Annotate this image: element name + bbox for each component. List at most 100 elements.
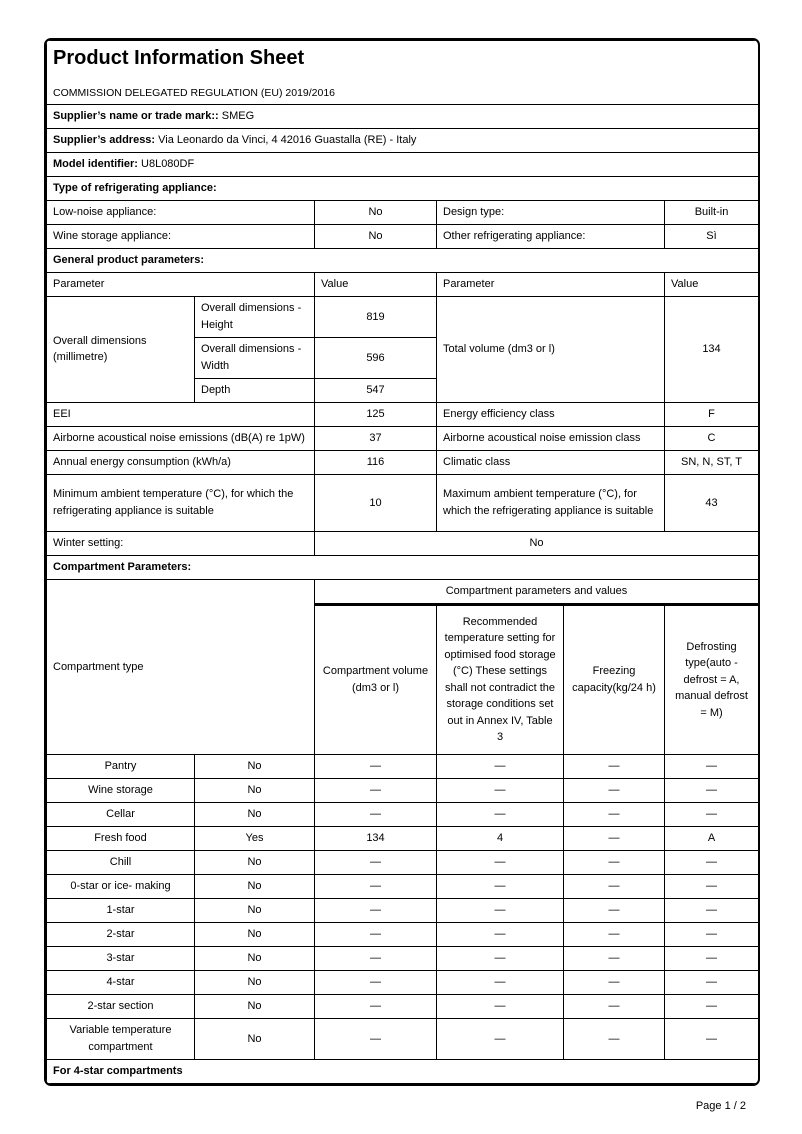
compartment-volume: — — [314, 921, 437, 947]
param-value: 43 — [664, 473, 758, 532]
eei-row: EEI 125 Energy efficiency class F — [46, 401, 758, 427]
param-label: Overall dimensions - Height — [194, 295, 315, 338]
compartment-freezing: — — [563, 777, 665, 803]
compartment-type: Cellar — [46, 801, 195, 827]
compartment-temperature: — — [436, 897, 564, 923]
supplier-address-cell: Supplier’s address: Via Leonardo da Vinc… — [46, 127, 758, 153]
compartment-temperature: — — [436, 1017, 564, 1060]
param-label: Low-noise appliance: — [46, 199, 315, 225]
compartment-row-2-star: 2-star No — — — — — [46, 921, 758, 947]
winter-setting-row: Winter setting: No — [46, 530, 758, 556]
param-value: No — [314, 530, 758, 556]
param-label: Minimum ambient temperature (°C), for wh… — [46, 473, 315, 532]
compartment-defrost: — — [664, 849, 758, 875]
param-label: Airborne acoustical noise emission class — [436, 425, 665, 451]
param-label: Design type: — [436, 199, 665, 225]
compartment-row-3-star: 3-star No — — — — — [46, 945, 758, 971]
model-identifier-value: U8L080DF — [137, 158, 195, 170]
compartment-temperature: — — [436, 921, 564, 947]
param-label: Wine storage appliance: — [46, 223, 315, 249]
compartment-type: Pantry — [46, 753, 195, 779]
compartment-defrost: — — [664, 801, 758, 827]
param-value: Sì — [664, 223, 758, 249]
param-value: SN, N, ST, T — [664, 449, 758, 475]
type-row-2: Wine storage appliance: No Other refrige… — [46, 223, 758, 249]
compartment-temperature: — — [436, 945, 564, 971]
compartment-type-header: Compartment type — [46, 578, 315, 755]
param-value: 547 — [314, 377, 437, 403]
compartment-temperature: — — [436, 873, 564, 899]
param-label: Maximum ambient temperature (°C), for wh… — [436, 473, 665, 532]
param-value: C — [664, 425, 758, 451]
type-row-1: Low-noise appliance: No Design type: Bui… — [46, 199, 758, 225]
compartment-defrost: — — [664, 777, 758, 803]
type-section-heading-row: Type of refrigerating appliance: — [46, 175, 758, 201]
column-header: Parameter — [436, 271, 665, 297]
compartment-defrost: A — [664, 825, 758, 851]
compartment-volume: — — [314, 777, 437, 803]
compartment-temperature: — — [436, 993, 564, 1019]
compartment-present: No — [194, 969, 315, 995]
page-footer: Page 1 / 2 — [695, 1100, 746, 1112]
param-value: 10 — [314, 473, 437, 532]
product-info-table: Product Information Sheet COMMISSION DEL… — [46, 40, 759, 1084]
compartment-present: No — [194, 753, 315, 779]
compartment-column-header-row: Compartment volume (dm3 or l) Recommende… — [47, 603, 758, 755]
general-column-header-row: Parameter Value Parameter Value — [46, 271, 758, 297]
compartment-present: No — [194, 945, 315, 971]
compartment-type: 0-star or ice- making — [46, 873, 195, 899]
param-value: Built-in — [664, 199, 758, 225]
compartment-span-header: Compartment parameters and values — [314, 578, 758, 606]
compartment-volume: 134 — [314, 825, 437, 851]
compartment-freezing: — — [563, 801, 665, 827]
compartment-freezing: — — [563, 1017, 665, 1060]
compartment-type: Chill — [46, 849, 195, 875]
compartment-volume: — — [314, 849, 437, 875]
dimensions-group-label: Overall dimensions (millimetre) — [46, 295, 195, 403]
column-header-freezing: Freezing capacity(kg/24 h) — [563, 603, 665, 755]
param-value: 596 — [314, 336, 437, 379]
compartment-defrost: — — [664, 753, 758, 779]
compartment-freezing: — — [563, 969, 665, 995]
compartment-row-pantry: Pantry No — — — — — [46, 753, 758, 779]
compartment-defrost: — — [664, 873, 758, 899]
param-value: F — [664, 401, 758, 427]
param-label: Depth — [194, 377, 315, 403]
param-value: No — [314, 199, 437, 225]
compartment-type: Variable temperature compartment — [46, 1017, 195, 1060]
compartment-volume: — — [314, 801, 437, 827]
compartment-section-heading: Compartment Parameters: — [46, 554, 758, 580]
param-value: 134 — [664, 295, 758, 403]
compartment-temperature: — — [436, 753, 564, 779]
compartment-span-header-row: Compartment type Compartment parameters … — [46, 578, 758, 755]
type-section-heading: Type of refrigerating appliance: — [46, 175, 758, 201]
param-label: Winter setting: — [46, 530, 315, 556]
param-label: Annual energy consumption (kWh/a) — [46, 449, 315, 475]
column-header: Parameter — [46, 271, 315, 297]
param-label: EEI — [46, 401, 315, 427]
column-header-temperature: Recommended temperature setting for opti… — [436, 603, 564, 755]
supplier-name-cell: Supplier’s name or trade mark:: SMEG — [46, 103, 758, 129]
dimensions-height-row: Overall dimensions (millimetre) Overall … — [46, 295, 758, 403]
column-header: Value — [314, 271, 437, 297]
param-value: No — [314, 223, 437, 249]
compartment-row-cellar: Cellar No — — — — — [46, 801, 758, 827]
dimensions-width-row: Overall dimensions - Width 596 — [47, 336, 759, 379]
compartment-present: Yes — [194, 825, 315, 851]
general-section-heading: General product parameters: — [46, 247, 758, 273]
compartment-type: 1-star — [46, 897, 195, 923]
compartment-volume: — — [314, 1017, 437, 1060]
supplier-name-value: SMEG — [218, 110, 255, 122]
param-value: 819 — [314, 295, 437, 338]
column-header: Value — [664, 271, 758, 297]
noise-row: Airborne acoustical noise emissions (dB(… — [46, 425, 758, 451]
compartment-present: No — [194, 777, 315, 803]
compartment-freezing: — — [563, 873, 665, 899]
compartment-type: Fresh food — [46, 825, 195, 851]
compartment-volume: — — [314, 873, 437, 899]
compartment-defrost: — — [664, 921, 758, 947]
supplier-address-label: Supplier’s address: — [53, 134, 156, 146]
compartment-section-heading-row: Compartment Parameters: — [46, 554, 758, 580]
compartment-type: Wine storage — [46, 777, 195, 803]
compartment-temperature: — — [436, 801, 564, 827]
